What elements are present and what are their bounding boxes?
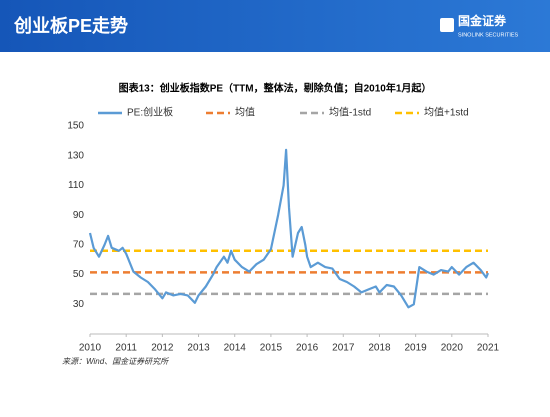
source: 来源：Wind、国金证券研究所 (62, 357, 170, 366)
y-tick-label: 50 (73, 269, 85, 280)
logo-icon (440, 18, 454, 32)
x-tick-label: 2012 (151, 343, 174, 354)
x-tick-label: 2013 (187, 343, 210, 354)
header-band (0, 0, 550, 52)
legend-label: PE:创业板 (127, 106, 173, 119)
y-tick-label: 130 (67, 150, 84, 161)
x-tick-label: 2020 (441, 343, 464, 354)
y-tick-label: 90 (73, 210, 85, 221)
chart-title: 图表13：创业板指数PE（TTM，整体法，剔除负值；自2010年1月起） (119, 82, 432, 95)
logo-en: SINOLINK SECURITIES (458, 32, 519, 38)
x-tick-label: 2017 (332, 343, 355, 354)
legend-label: 均值 (235, 106, 255, 119)
header-title: 创业板PE走势 (13, 15, 128, 36)
legend-label: 均值+1std (424, 106, 469, 119)
y-tick-label: 110 (68, 180, 84, 191)
x-tick-label: 2014 (224, 343, 247, 354)
y-tick-label: 150 (67, 121, 84, 132)
line (88, 148, 490, 309)
logo: 国金证券 (458, 13, 507, 28)
x-tick-label: 2016 (296, 343, 319, 354)
y-tick-label: 30 (73, 299, 85, 310)
legend-label: 均值-1std (329, 106, 371, 119)
y-tick-label: 70 (73, 239, 85, 250)
x-tick-label: 2018 (368, 343, 391, 354)
x-tick-label: 2019 (405, 343, 428, 354)
x-tick-label: 2010 (79, 343, 102, 354)
x-tick-label: 2021 (477, 343, 500, 354)
x-tick-label: 2015 (260, 343, 283, 354)
x-tick-label: 2011 (115, 343, 137, 354)
